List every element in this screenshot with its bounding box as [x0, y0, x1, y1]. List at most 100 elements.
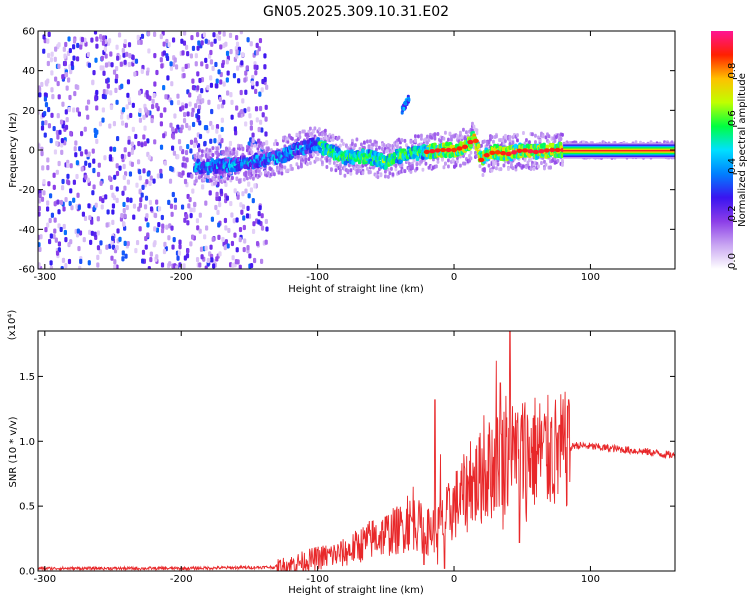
- spectrogram-cell: [76, 192, 80, 198]
- spectrogram-cell: [476, 143, 481, 149]
- spectrogram-cell: [264, 239, 268, 245]
- spectrogram-cell: [62, 46, 66, 52]
- spectrogram-cell: [170, 133, 175, 139]
- spectrogram-band: [563, 152, 675, 155]
- spectrogram-cell: [215, 78, 219, 84]
- spectrogram-cell: [189, 207, 193, 213]
- spectrogram-cell: [178, 239, 182, 245]
- spectrogram-cell: [50, 70, 54, 76]
- spectrogram-cell: [64, 196, 68, 203]
- spectrogram-cell: [152, 178, 156, 184]
- spectrogram-cell: [88, 229, 92, 235]
- spectrogram-cell: [250, 150, 254, 155]
- spectrogram-cell: [251, 176, 255, 181]
- spectrogram-cell: [174, 128, 178, 134]
- spectrogram-cell: [235, 41, 240, 47]
- spectrogram-cell: [304, 157, 308, 162]
- spectrogram-cell: [350, 149, 354, 155]
- spectrogram-cell: [242, 246, 246, 253]
- spectrogram-cell: [289, 163, 293, 168]
- spectrogram-cell: [137, 206, 141, 212]
- spectrogram-cell: [127, 151, 131, 157]
- spectrogram-cell: [87, 62, 92, 68]
- spectrogram-cell: [237, 178, 242, 184]
- spectrogram-cell: [216, 209, 220, 215]
- spectrogram-cell: [224, 225, 228, 231]
- spectrogram-cell: [153, 52, 157, 59]
- spectrogram-cell: [252, 257, 257, 264]
- spectrogram-cell: [110, 62, 114, 68]
- spectrogram-cell: [225, 59, 229, 65]
- spectrogram-cell: [250, 80, 255, 86]
- spectrogram-cell: [63, 60, 67, 67]
- spectrogram-cell: [447, 137, 450, 142]
- spectrogram-cell: [225, 50, 230, 56]
- spectrogram-cell: [240, 209, 244, 215]
- spectrogram-cell: [105, 222, 109, 228]
- spectrogram-cell: [62, 206, 66, 212]
- spectrogram-cell: [171, 126, 175, 132]
- spectrogram-cell: [249, 187, 254, 193]
- spectrogram-cell: [147, 48, 151, 54]
- spectrogram-peak: [445, 147, 452, 153]
- spectrogram-cell: [225, 195, 229, 201]
- spectrogram-cell: [339, 171, 342, 176]
- spectrogram-cell: [189, 139, 194, 145]
- spectrogram-cell: [408, 161, 411, 166]
- spectrogram-cell: [155, 69, 159, 76]
- spectrogram-cell: [121, 190, 125, 196]
- spectrogram-cell: [296, 165, 300, 170]
- spectrogram-cell: [136, 34, 140, 41]
- spectrogram-cell: [213, 38, 217, 44]
- spectrogram-cell: [134, 248, 138, 254]
- spectrogram-cell: [44, 102, 49, 108]
- spectrogram-cell: [298, 130, 302, 135]
- spectrogram-cell: [53, 228, 57, 234]
- spectrogram-cell: [186, 111, 190, 117]
- spectrogram-cell: [91, 148, 95, 154]
- spectrogram-cell: [126, 79, 131, 85]
- spectrogram-cell: [68, 47, 72, 54]
- spectrogram-cell: [239, 202, 243, 208]
- spectrogram-cell: [250, 143, 254, 148]
- spectrogram-cell: [215, 123, 220, 130]
- spectrogram-cell: [244, 89, 248, 95]
- spectrogram-cell: [162, 133, 166, 139]
- spectrogram-cell: [211, 236, 215, 242]
- x-tick-label: -300: [33, 272, 56, 283]
- spectrogram-cell: [109, 90, 113, 96]
- spectrogram-cell: [204, 38, 208, 44]
- spectrogram-cell: [221, 149, 225, 154]
- spectrogram-cell: [54, 46, 58, 52]
- spectrogram-cell: [53, 201, 57, 207]
- spectrogram-cell: [122, 52, 126, 58]
- spectrogram-cell: [507, 160, 510, 165]
- spectrogram-cell: [259, 258, 264, 264]
- spectrogram-peak: [467, 139, 474, 145]
- spectrogram-cell: [101, 197, 105, 204]
- spectrogram-cell: [162, 248, 167, 255]
- spectrogram-cell: [213, 138, 217, 144]
- spectrogram-peak: [489, 150, 496, 155]
- spectrogram-cell: [248, 253, 252, 259]
- spectrogram-cell: [153, 31, 157, 37]
- spectrogram-cell: [75, 160, 80, 166]
- spectrogram-cell: [224, 239, 228, 245]
- spectrogram-cell: [190, 111, 194, 117]
- spectrogram-cell: [529, 166, 533, 171]
- spectrogram-x-label: Height of straight line (km): [288, 284, 424, 295]
- spectrogram-cell: [112, 146, 117, 152]
- spectrogram-cell: [104, 194, 108, 200]
- spectrogram-cell: [534, 133, 537, 138]
- spectrogram-cell: [90, 219, 94, 225]
- spectrogram-cell: [208, 148, 212, 153]
- spectrogram-cell: [155, 227, 160, 233]
- spectrogram-cell: [308, 126, 312, 131]
- spectrogram-cell: [215, 256, 219, 262]
- spectrogram-cell: [132, 214, 136, 220]
- spectrogram-cell: [232, 147, 236, 152]
- spectrogram-cell: [444, 161, 447, 166]
- spectrogram-cell: [186, 143, 190, 150]
- spectrogram-cell: [409, 169, 413, 174]
- y-tick-label: -20: [19, 185, 35, 196]
